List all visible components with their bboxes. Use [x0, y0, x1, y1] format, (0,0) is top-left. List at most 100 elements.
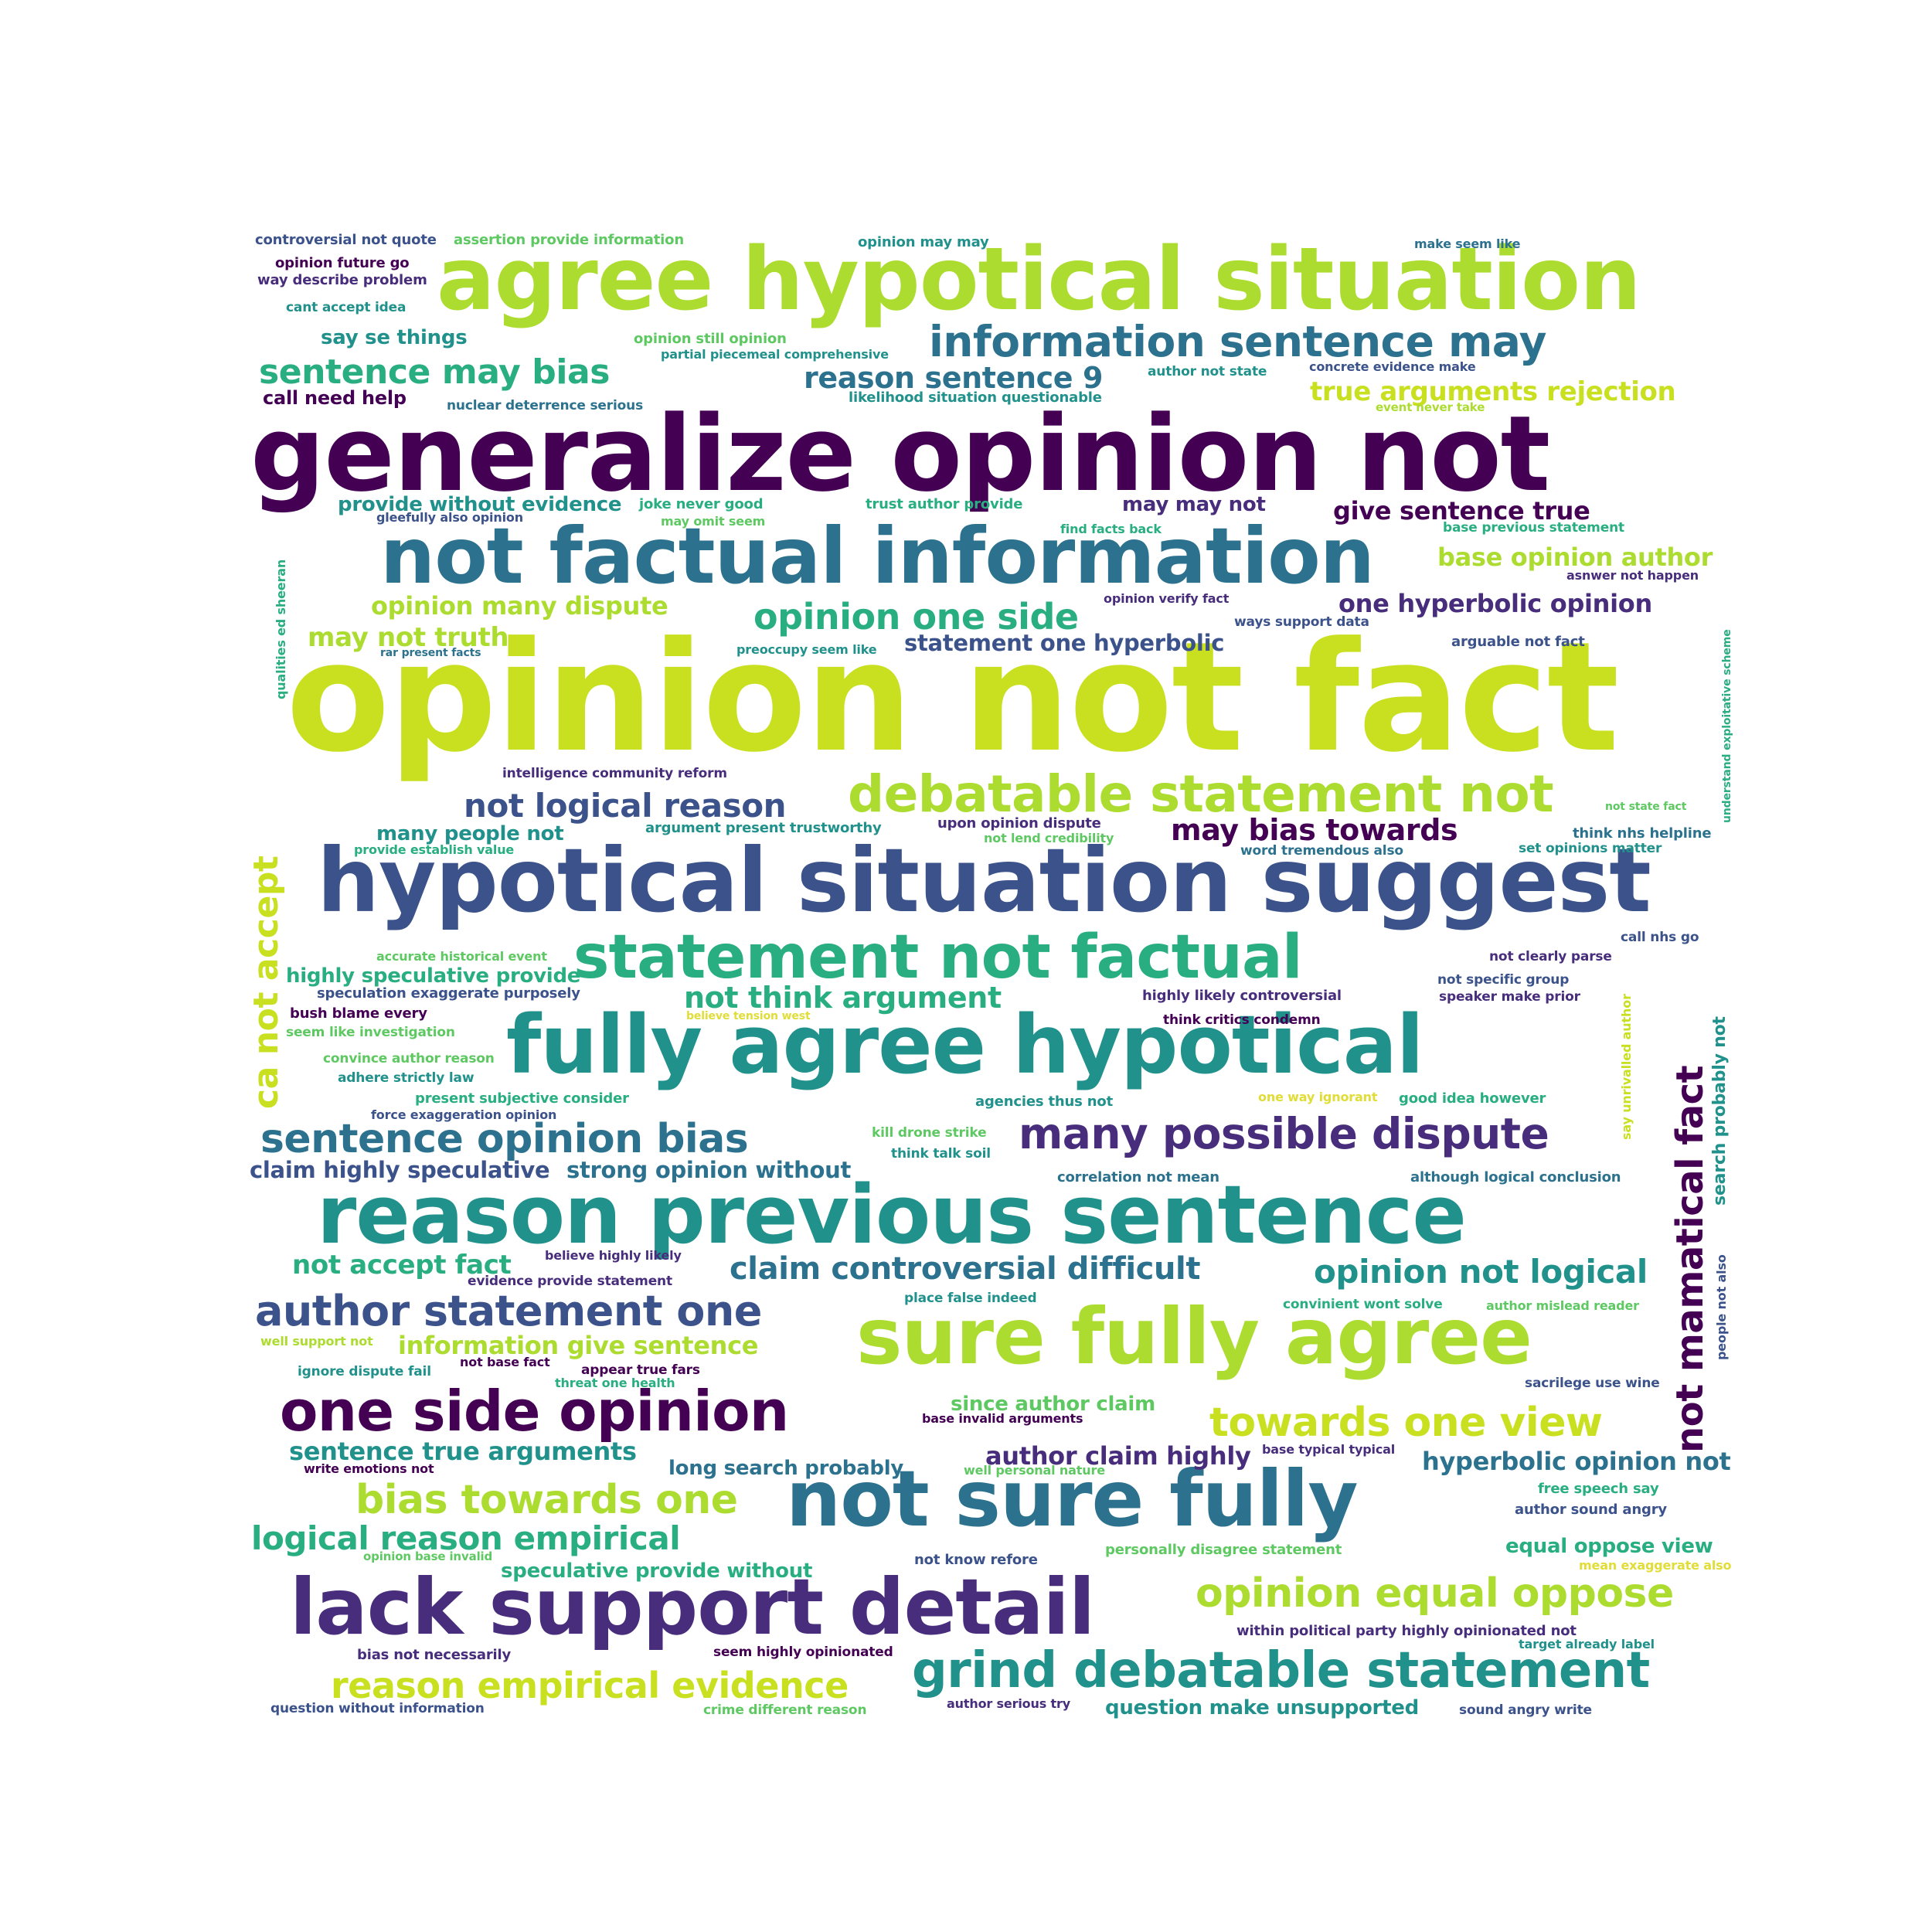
- word-w80: asnwer not happen: [1566, 568, 1699, 583]
- word-w16: many possible dispute: [1019, 1109, 1549, 1158]
- word-w79: base previous statement: [1443, 520, 1624, 536]
- word-w5: not factual information: [380, 511, 1375, 601]
- word-w65: way describe problem: [257, 272, 427, 288]
- word-w2: generalize opinion not: [250, 393, 1550, 515]
- word-w21: bias towards one: [355, 1477, 738, 1523]
- word-w20: towards one view: [1209, 1400, 1603, 1446]
- word-w56: say se things: [321, 326, 468, 349]
- word-w49: long search probably: [668, 1457, 904, 1480]
- word-w71: likelihood situation questionable: [849, 389, 1102, 406]
- word-w19: opinion equal oppose: [1196, 1570, 1674, 1617]
- word-w100: speculation exaggerate purposely: [317, 985, 580, 1002]
- word-w12: debatable statement not: [848, 764, 1554, 824]
- word-w40: base opinion author: [1437, 543, 1713, 572]
- word-w143: target already label: [1519, 1637, 1655, 1651]
- word-w6: fully agree hypotical: [506, 998, 1424, 1092]
- word-w44: opinion many dispute: [371, 591, 668, 621]
- word-w104: bush blame every: [290, 1005, 427, 1022]
- word-w76: gleefully also opinion: [376, 510, 523, 525]
- word-w55: highly speculative provide: [286, 964, 581, 988]
- word-w93: think nhs helpline: [1573, 825, 1712, 842]
- word-w140: personally disagree statement: [1105, 1542, 1342, 1558]
- word-w84: preoccupy seem like: [736, 642, 877, 657]
- word-w64: opinion future go: [275, 255, 410, 271]
- word-w141: mean exaggerate also: [1579, 1558, 1732, 1573]
- word-w115: force exaggeration opinion: [371, 1107, 557, 1122]
- word-w110: adhere strictly law: [338, 1070, 474, 1086]
- word-w138: opinion base invalid: [363, 1549, 493, 1563]
- word-w107: seem like investigation: [286, 1025, 455, 1040]
- word-w103: speaker make prior: [1439, 989, 1580, 1005]
- word-w67: opinion still opinion: [634, 331, 787, 347]
- word-w139: not know refore: [914, 1552, 1038, 1568]
- word-w72: nuclear deterrence serious: [447, 398, 644, 413]
- word-w31: reason sentence 9: [804, 361, 1104, 395]
- word-w50: question make unsupported: [1105, 1696, 1419, 1719]
- word-w33: may bias towards: [1171, 813, 1458, 847]
- word-w123: convinient wont solve: [1283, 1297, 1443, 1312]
- word-w81: opinion verify fact: [1104, 591, 1230, 606]
- word-w101: highly likely controversial: [1142, 988, 1342, 1004]
- word-w114: agencies thus not: [975, 1094, 1114, 1110]
- word-w7: reason previous sentence: [317, 1168, 1467, 1262]
- word-w63: make seem like: [1414, 236, 1521, 251]
- word-w46: strong opinion without: [566, 1157, 852, 1183]
- word-w38: hyperbolic opinion not: [1422, 1447, 1731, 1476]
- word-w14: grind debatable statement: [912, 1642, 1650, 1699]
- word-w119: although logical conclusion: [1410, 1169, 1621, 1185]
- word-w74: joke never good: [639, 496, 764, 512]
- word-w147: crime different reason: [703, 1702, 867, 1718]
- word-w82: ways support data: [1234, 614, 1369, 630]
- word-w32: not think argument: [684, 981, 1002, 1015]
- word-w136: free speech say: [1538, 1481, 1659, 1497]
- word-w39: give sentence true: [1333, 496, 1590, 526]
- word-w15: information sentence may: [929, 317, 1546, 366]
- word-w146: question without information: [270, 1701, 485, 1716]
- word-w109: convince author reason: [323, 1051, 495, 1066]
- word-w54: provide without evidence: [338, 493, 622, 516]
- word-w75: trust author provide: [866, 496, 1023, 512]
- word-w10: lack support detail: [290, 1562, 1095, 1652]
- word-w78: find facts back: [1060, 522, 1162, 536]
- word-w108: say unrivalled author: [1619, 994, 1634, 1140]
- word-w26: not mamatical fact: [1668, 1065, 1712, 1453]
- word-w129: appear true fars: [581, 1362, 700, 1378]
- word-w148: author serious try: [947, 1696, 1070, 1711]
- word-w35: not accept fact: [292, 1250, 512, 1281]
- word-w121: evidence provide statement: [468, 1274, 672, 1289]
- word-w86: qualities ed sheeran: [274, 559, 288, 699]
- word-w59: search probably not: [1710, 1016, 1730, 1206]
- word-w1: opinion not fact: [286, 610, 1619, 786]
- word-w133: base typical typical: [1262, 1442, 1396, 1457]
- word-w69: author not state: [1148, 364, 1267, 379]
- word-w90: argument present trustworthy: [645, 820, 882, 836]
- word-w18: sentence opinion bias: [260, 1116, 749, 1162]
- word-w34: true arguments rejection: [1310, 376, 1676, 407]
- word-w130: threat one health: [555, 1376, 675, 1390]
- word-w66: cant accept idea: [286, 300, 406, 315]
- word-w58: may may not: [1122, 493, 1266, 516]
- word-w24: not logical reason: [464, 787, 787, 825]
- word-w9: not sure fully: [786, 1454, 1359, 1544]
- word-w126: well support not: [260, 1334, 373, 1349]
- word-w30: logical reason empirical: [251, 1519, 681, 1557]
- word-w42: statement one hyperbolic: [904, 630, 1225, 656]
- word-w117: think talk soil: [891, 1146, 991, 1162]
- word-w105: believe tension west: [686, 1010, 811, 1022]
- word-w11: statement not factual: [573, 923, 1303, 992]
- word-w113: present subjective consider: [415, 1090, 629, 1107]
- word-w57: call need help: [263, 387, 406, 409]
- word-w149: sound angry write: [1459, 1702, 1592, 1718]
- word-w36: information give sentence: [398, 1331, 759, 1360]
- word-w47: author claim highly: [985, 1441, 1251, 1471]
- word-w97: call nhs go: [1621, 930, 1699, 945]
- word-w23: opinion one side: [753, 596, 1079, 638]
- word-w62: opinion may may: [858, 234, 989, 250]
- word-w22: reason empirical evidence: [331, 1665, 849, 1706]
- word-w77: may omit seem: [661, 514, 766, 529]
- word-w4: agree hypotical situation: [437, 230, 1641, 330]
- word-w52: since author claim: [951, 1393, 1155, 1416]
- word-w28: claim controversial difficult: [730, 1251, 1201, 1287]
- word-w124: author mislead reader: [1486, 1298, 1639, 1313]
